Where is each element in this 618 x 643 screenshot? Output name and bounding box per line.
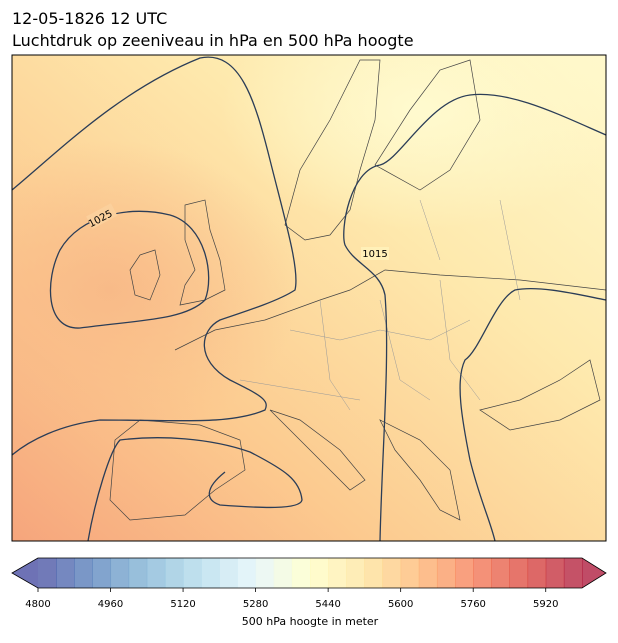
colorbar-segment	[183, 558, 202, 588]
colorbar-segment	[328, 558, 347, 588]
isobar	[87, 437, 303, 541]
colorbar-segment	[418, 558, 438, 588]
colorbar-segment	[92, 558, 112, 588]
colorbar-tick-label: 4960	[98, 599, 123, 610]
coastline	[129, 249, 161, 301]
colorbar-segment	[219, 558, 238, 588]
colorbar: 4800 4960 5120 5280 5440 5600 5760 5920 500 hPa …	[11, 557, 607, 628]
colorbar-extend	[582, 558, 606, 588]
field-high	[12, 140, 300, 440]
colorbar-segment	[164, 558, 184, 588]
colorbar-segment	[74, 558, 93, 588]
colorbar-tick-label: 5120	[170, 599, 195, 610]
colorbar-tick-label: 5600	[388, 599, 413, 610]
coastline	[269, 409, 366, 491]
colorbar-segment	[310, 558, 329, 588]
map-frame	[11, 54, 607, 542]
colorbar-segment	[201, 558, 220, 588]
border	[239, 199, 521, 411]
contour-label-bg	[86, 203, 118, 229]
colorbar-segment	[436, 558, 456, 588]
colorbar-segment	[146, 558, 166, 588]
isobar	[49, 210, 210, 329]
colorbar-label: 500 hPa hoogte in meter	[242, 615, 379, 628]
colorbar-segment	[237, 558, 257, 588]
colorbar-tick-label: 5440	[315, 599, 340, 610]
coastline	[374, 59, 481, 191]
isobar	[12, 56, 297, 456]
colorbar-segment	[364, 558, 384, 588]
colorbar-extend	[12, 558, 38, 588]
subtitle: Luchtdruk op zeeniveau in hPa en 500 hPa…	[12, 31, 414, 50]
colorbar-segment	[545, 558, 565, 588]
colorbar-segment	[400, 558, 420, 588]
coastline	[174, 269, 606, 351]
contour-label-bg	[361, 247, 389, 260]
colorbar-tick-label: 5920	[533, 599, 558, 610]
colorbar-segment	[473, 558, 492, 588]
isobar	[343, 93, 606, 541]
colorbar-tick-label: 5760	[460, 599, 485, 610]
coastline	[284, 59, 381, 241]
map: 1025 1015	[12, 55, 606, 541]
colorbar-segment	[455, 558, 474, 588]
colorbar-outline	[11, 557, 607, 589]
colorbar-segment	[527, 558, 547, 588]
colorbar-tick-label: 5280	[243, 599, 268, 610]
colorbar-segment	[563, 558, 583, 588]
colorbar-segment	[110, 558, 130, 588]
colorbar-segment	[273, 558, 293, 588]
colorbar-segment	[346, 558, 365, 588]
colorbar-segment	[491, 558, 510, 588]
colorbar-segment	[38, 558, 57, 588]
isobar	[459, 287, 606, 541]
colorbar-segment	[291, 558, 311, 588]
coastline	[379, 419, 461, 521]
colorbar-tick-label: 4800	[25, 599, 50, 610]
coastline	[109, 419, 246, 521]
contour-label: 1015	[362, 249, 387, 260]
title: 12-05-1826 12 UTC	[12, 9, 167, 28]
colorbar-segment	[509, 558, 529, 588]
field-low	[220, 55, 606, 230]
colorbar-segment	[128, 558, 148, 588]
colorbar-segment	[56, 558, 75, 588]
coastline	[479, 359, 601, 431]
colorbar-segment	[255, 558, 275, 588]
colorbar-segment	[382, 558, 402, 588]
